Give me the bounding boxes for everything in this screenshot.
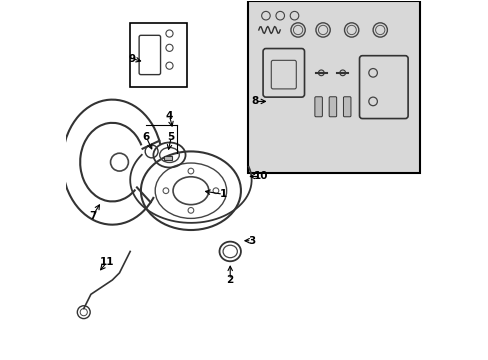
Text: 4: 4 [165, 111, 173, 121]
Text: 1: 1 [219, 189, 226, 199]
FancyBboxPatch shape [328, 97, 336, 117]
FancyBboxPatch shape [343, 97, 350, 117]
Text: 9: 9 [128, 54, 135, 64]
Text: 2: 2 [226, 275, 233, 285]
Text: 11: 11 [100, 257, 114, 267]
Text: 10: 10 [253, 171, 267, 181]
Circle shape [318, 70, 324, 76]
Bar [247, 1, 419, 173]
Bar [130, 23, 187, 87]
Text: 3: 3 [247, 236, 255, 246]
Text: 8: 8 [251, 96, 258, 107]
FancyBboxPatch shape [164, 156, 172, 160]
Text: 7: 7 [89, 211, 96, 221]
FancyBboxPatch shape [314, 97, 322, 117]
Text: 6: 6 [142, 132, 150, 142]
Text: 5: 5 [167, 132, 175, 142]
Circle shape [339, 70, 345, 76]
